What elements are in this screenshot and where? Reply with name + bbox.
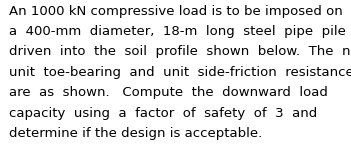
Text: unit  toe-bearing  and  unit  side-friction  resistances: unit toe-bearing and unit side-friction … (9, 66, 351, 79)
Text: An 1000 kN compressive load is to be imposed on: An 1000 kN compressive load is to be imp… (9, 5, 343, 18)
Text: a  400-mm  diameter,  18-m  long  steel  pipe  pile: a 400-mm diameter, 18-m long steel pipe … (9, 25, 346, 38)
Text: are  as  shown.   Compute  the  downward  load: are as shown. Compute the downward load (9, 86, 327, 99)
Text: driven  into  the  soil  profile  shown  below.  The  net: driven into the soil profile shown below… (9, 45, 351, 59)
Text: capacity  using  a  factor  of  safety  of  3  and: capacity using a factor of safety of 3 a… (9, 107, 317, 120)
Text: determine if the design is acceptable.: determine if the design is acceptable. (9, 127, 262, 140)
